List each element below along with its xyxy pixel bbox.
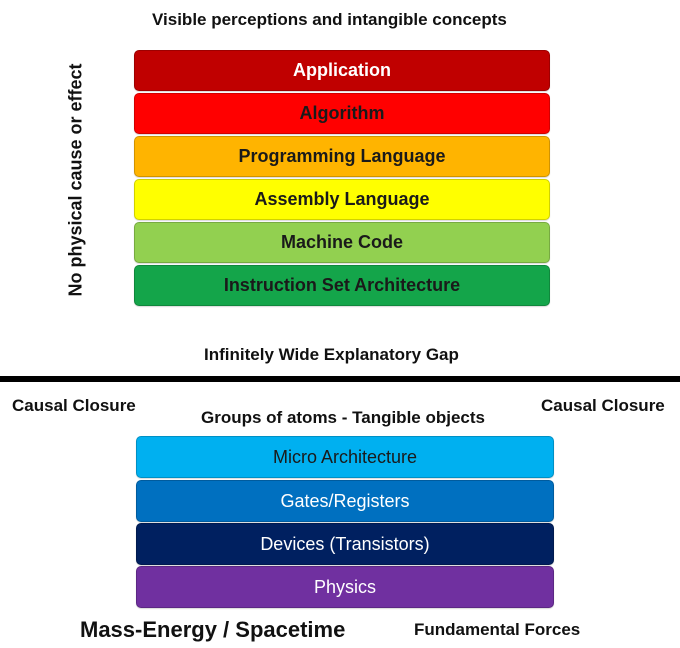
bottom-right-label: Fundamental Forces	[414, 620, 581, 639]
layer-devices-transistors: Devices (Transistors)	[136, 523, 554, 565]
lower-caption: Groups of atoms - Tangible objects	[201, 408, 485, 427]
layer-physics: Physics	[136, 566, 554, 608]
left-side-label: Causal Closure	[12, 396, 136, 415]
bottom-left-label: Mass-Energy / Spacetime	[80, 617, 346, 642]
layer-instruction-set-architecture: Instruction Set Architecture	[134, 265, 550, 306]
layer-application: Application	[134, 50, 550, 91]
layer-machine-code: Machine Code	[134, 222, 550, 263]
layer-gates-registers: Gates/Registers	[136, 480, 554, 522]
layer-micro-architecture: Micro Architecture	[136, 436, 554, 478]
vertical-label: No physical cause or effect	[65, 63, 86, 297]
gap-label: Infinitely Wide Explanatory Gap	[204, 345, 459, 364]
right-side-label: Causal Closure	[541, 396, 665, 415]
top-caption: Visible perceptions and intangible conce…	[152, 10, 507, 29]
layer-programming-language: Programming Language	[134, 136, 550, 177]
layer-assembly-language: Assembly Language	[134, 179, 550, 220]
explanatory-gap-line	[0, 376, 680, 382]
layer-algorithm: Algorithm	[134, 93, 550, 134]
